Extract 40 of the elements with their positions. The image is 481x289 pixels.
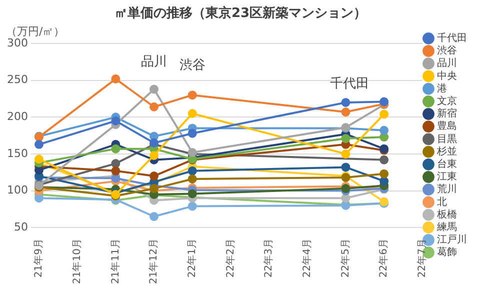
legend-label: 品川	[437, 57, 457, 70]
y-tick-label: 100	[6, 184, 28, 197]
x-tick-label: 22年4月	[300, 238, 313, 278]
legend-label: 文京	[437, 94, 457, 107]
x-tick-label: 22年1月	[186, 238, 198, 278]
legend-label: 中央	[437, 70, 457, 82]
legend-label: 荒川	[437, 183, 457, 196]
legend-label: 江戸川	[437, 234, 467, 246]
y-tick-label: 250	[6, 73, 28, 86]
x-tick-label: 21年10月	[70, 238, 83, 284]
legend-label: 練馬	[436, 220, 457, 233]
y-tick-label: 150	[6, 146, 28, 160]
legend-label: 江東	[437, 170, 457, 183]
annotation: 渋谷	[179, 58, 206, 74]
legend-label: 葛飾	[437, 246, 457, 258]
legend-label: 千代田	[437, 32, 467, 44]
y-tick-label: 200	[6, 110, 28, 124]
x-tick-label: 22年2月	[224, 238, 236, 278]
y-axis-title: （万円/㎡）	[6, 24, 65, 38]
legend-label: 豊島	[437, 120, 457, 132]
legend-label: 杉並	[436, 145, 457, 158]
y-tick-label: 50	[14, 220, 28, 234]
legend-label: 板橋	[436, 208, 457, 220]
x-tick-label: 21年12月	[148, 238, 160, 284]
y-tick-label: 300	[6, 36, 28, 50]
x-tick-label: 22年6月	[378, 238, 390, 278]
x-tick-label: 21年9月	[32, 238, 45, 278]
chart-title: ㎡単価の推移（東京23区新築マンション）	[114, 5, 367, 22]
x-tick-label: 22年3月	[262, 238, 275, 278]
legend-label: 新宿	[437, 108, 457, 120]
legend-label: 台東	[437, 158, 457, 170]
legend-label: 渋谷	[437, 44, 457, 57]
x-tick-label: 22年5月	[339, 238, 352, 278]
x-tick-label: 21年11月	[109, 238, 122, 284]
legend-label: 港	[437, 82, 447, 94]
x-tick-label: 22年7月	[416, 238, 428, 278]
legend-label: 目黒	[437, 134, 457, 145]
legend-label: 北	[437, 196, 447, 208]
annotation: 品川	[141, 54, 168, 70]
annotation: 千代田	[330, 76, 370, 92]
